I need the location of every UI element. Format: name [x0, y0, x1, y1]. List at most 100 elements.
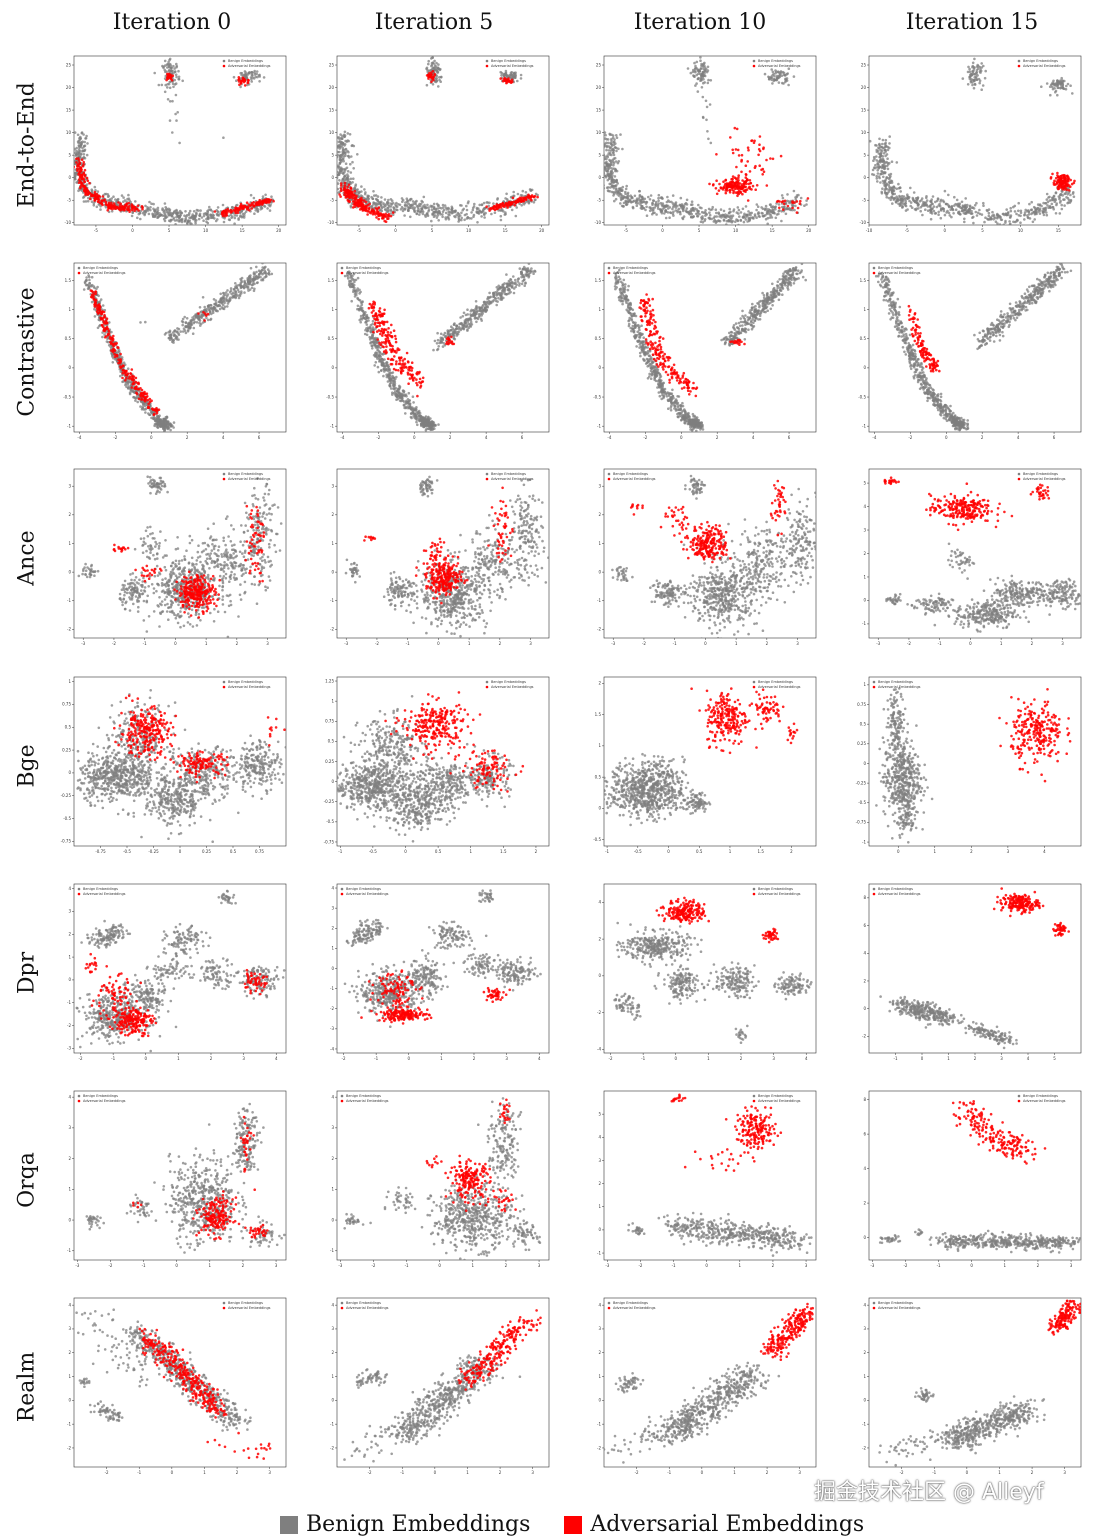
benign-point [883, 184, 886, 187]
adversarial-point [346, 185, 349, 189]
adversarial-point [511, 196, 515, 200]
benign-point [460, 211, 463, 215]
benign-point [612, 164, 615, 167]
benign-point [127, 193, 130, 197]
benign-point [186, 221, 189, 225]
benign-point [442, 206, 445, 209]
benign-point [341, 179, 344, 182]
benign-point [758, 215, 761, 218]
benign-point [430, 208, 434, 212]
benign-point [794, 204, 797, 208]
adversarial-point [432, 78, 435, 82]
benign-point [75, 149, 78, 153]
benign-point [625, 184, 628, 188]
benign-point [601, 146, 604, 149]
benign-point [1045, 82, 1049, 85]
benign-point [980, 88, 983, 91]
adversarial-point [349, 187, 353, 191]
benign-point [605, 141, 608, 145]
benign-point [786, 193, 789, 196]
benign-point [961, 205, 965, 208]
adversarial-point [381, 215, 385, 219]
benign-point [184, 210, 187, 213]
benign-point [773, 212, 776, 215]
adversarial-point [748, 185, 751, 189]
adversarial-point [743, 180, 746, 184]
benign-point [217, 210, 220, 214]
benign-point [888, 135, 891, 138]
benign-point [606, 173, 610, 177]
benign-point [1054, 191, 1058, 195]
benign-point [881, 187, 884, 190]
y-tick-label: 0 [598, 175, 601, 180]
adversarial-point [224, 211, 227, 215]
legend-benign-text: Benign Embeddings [491, 59, 526, 63]
column-header: Iteration 0 [52, 10, 292, 35]
legend-adversarial-text: Adversarial Embeddings [491, 64, 534, 68]
benign-point [765, 211, 769, 214]
benign-point [701, 217, 704, 220]
benign-point [973, 57, 976, 61]
benign-point [104, 205, 108, 209]
benign-point [747, 213, 750, 216]
benign-point [769, 203, 772, 206]
benign-point [423, 214, 427, 217]
benign-point [744, 216, 747, 219]
benign-point [651, 209, 654, 212]
adversarial-point [374, 207, 378, 210]
adversarial-point [765, 184, 769, 187]
adversarial-point [1060, 179, 1063, 182]
benign-point [476, 207, 479, 211]
benign-point [980, 213, 984, 216]
adversarial-point [391, 211, 395, 214]
benign-point [457, 220, 460, 223]
adversarial-point [532, 195, 536, 199]
adversarial-point [121, 208, 125, 211]
adversarial-point [107, 201, 111, 205]
adversarial-point [761, 167, 765, 171]
benign-point [611, 136, 615, 140]
benign-point [689, 71, 693, 75]
benign-point [619, 187, 623, 190]
benign-point [736, 219, 739, 222]
benign-point [174, 93, 178, 97]
benign-point [883, 162, 886, 166]
x-tick-label: 5 [431, 228, 434, 233]
benign-point [946, 209, 949, 213]
benign-point [878, 176, 881, 180]
benign-point [88, 275, 91, 279]
benign-point [725, 219, 729, 223]
benign-point [962, 209, 966, 212]
benign-point [791, 203, 795, 207]
benign-point [74, 131, 77, 134]
benign-point [241, 215, 244, 218]
benign-point [882, 175, 885, 179]
benign-point [216, 213, 220, 216]
benign-point [1023, 218, 1026, 221]
benign-point [929, 200, 933, 203]
benign-point [1051, 196, 1055, 200]
benign-point [875, 148, 878, 152]
benign-point [437, 63, 440, 66]
benign-point [120, 194, 124, 197]
benign-point [702, 62, 705, 66]
adversarial-point [735, 178, 738, 181]
benign-point [404, 207, 407, 210]
benign-point [880, 169, 883, 173]
adversarial-point [749, 181, 753, 185]
benign-point [692, 74, 695, 77]
benign-point [1038, 209, 1042, 212]
benign-point [899, 190, 902, 193]
benign-point [139, 217, 142, 221]
benign-point [1060, 207, 1064, 211]
adversarial-point [737, 154, 741, 157]
legend-benign-marker [1017, 59, 1021, 63]
benign-point [663, 212, 666, 215]
benign-point [164, 206, 167, 209]
benign-point [1009, 209, 1013, 213]
benign-point [483, 216, 486, 219]
adversarial-point [350, 190, 353, 193]
benign-point [172, 64, 175, 68]
